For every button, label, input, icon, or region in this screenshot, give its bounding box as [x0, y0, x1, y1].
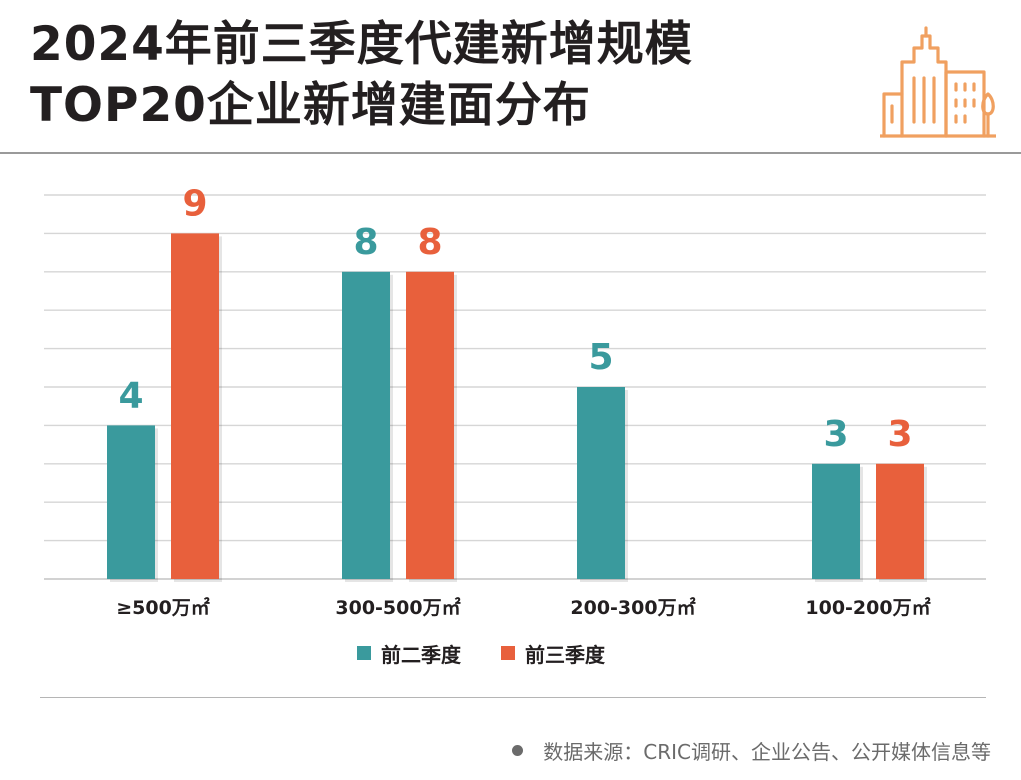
bar-q2-3 [812, 463, 860, 579]
x-tick-label-0: ≥500万㎡ [116, 596, 210, 619]
data-label-q3-0: 9 [182, 183, 207, 224]
header-divider [0, 152, 1021, 154]
legend-label-q2: 前二季度 [381, 642, 461, 667]
data-label-q2-0: 4 [118, 375, 143, 416]
data-label-q3-1: 8 [417, 222, 442, 263]
data-label-q2-2: 5 [588, 337, 613, 378]
city-buildings-icon [880, 26, 996, 138]
x-tick-labels: ≥500万㎡ 300-500万㎡ 200-300万㎡ 100-200万㎡ [116, 596, 930, 619]
bar-q3-0 [171, 233, 219, 579]
data-label-q3-3: 3 [887, 414, 912, 455]
bar-q2-1 [342, 271, 390, 579]
legend-label-q3: 前三季度 [525, 642, 605, 667]
x-tick-label-2: 200-300万㎡ [570, 596, 695, 619]
bar-chart: 4 9 8 8 5 3 3 ≥500万㎡ 300-500万㎡ 200-300万㎡ 100-200万… [44, 183, 986, 619]
bullet-dot-icon [512, 745, 524, 756]
source-text: 数据来源：CRIC调研、企业公告、公开媒体信息等 [543, 740, 991, 764]
legend: 前二季度 前三季度 [357, 638, 605, 668]
bar-q3-3 [876, 463, 924, 579]
bar-q3-1 [406, 271, 454, 579]
legend-swatch-q3 [501, 646, 515, 660]
legend-item-q3: 前三季度 [501, 639, 605, 668]
x-tick-label-3: 100-200万㎡ [805, 596, 930, 619]
bar-q2-2 [577, 387, 625, 579]
data-labels: 4 9 8 8 5 3 3 [118, 183, 912, 454]
legend-swatch-q2 [357, 646, 371, 660]
data-label-q2-1: 8 [353, 222, 378, 263]
x-tick-label-1: 300-500万㎡ [335, 596, 460, 619]
footer-divider [40, 697, 986, 698]
bar-q2-0 [107, 425, 155, 579]
legend-item-q2: 前二季度 [357, 639, 461, 668]
data-source: 数据来源：CRIC调研、企业公告、公开媒体信息等 [512, 736, 991, 765]
bars [107, 233, 927, 582]
chart-title: 2024年前三季度代建新增规模 TOP20企业新增建面分布 [30, 17, 693, 133]
data-label-q2-3: 3 [823, 414, 848, 455]
